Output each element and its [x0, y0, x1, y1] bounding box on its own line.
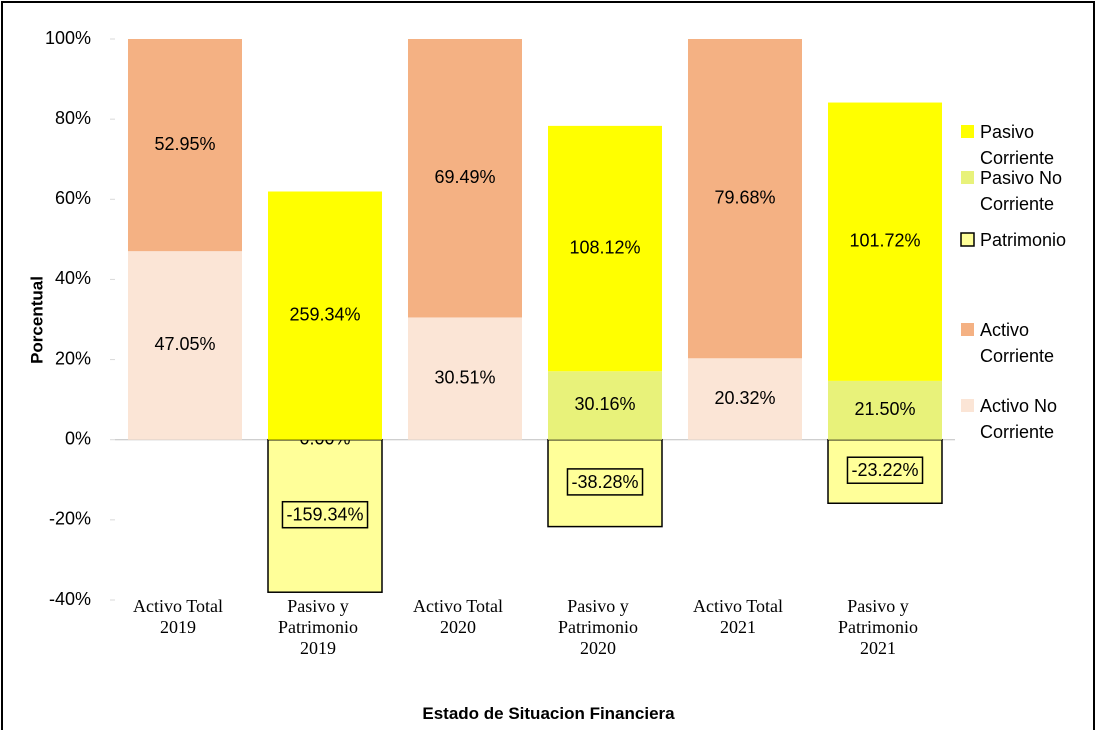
y-tick-label: 80% [55, 108, 91, 128]
data-label: 21.50% [854, 399, 915, 419]
data-label: 52.95% [154, 134, 215, 154]
y-tick-label: 60% [55, 188, 91, 208]
y-tick-label: 0% [65, 428, 91, 448]
data-label: 47.05% [154, 334, 215, 354]
data-label-box [566, 468, 644, 496]
x-axis-title: Estado de Situacion Financiera [422, 704, 675, 723]
bar-segment [688, 39, 802, 359]
bar-segment [408, 317, 522, 440]
y-axis-title: Porcentual [27, 276, 46, 364]
data-label: 108.12% [569, 237, 640, 257]
legend-label: Activo Corriente [980, 320, 1055, 366]
x-tick-label: Activo Total 2021 [693, 596, 783, 637]
x-tick-label: Activo Total 2020 [413, 596, 503, 637]
bar-segment [548, 371, 662, 440]
data-label: -159.34% [286, 505, 363, 525]
data-label-box [846, 456, 924, 484]
bar-segment [408, 39, 522, 318]
bar-segment [267, 438, 383, 593]
x-tick-label: Activo Total 2019 [133, 596, 223, 637]
legend-label: Patrimonio [980, 230, 1067, 250]
y-tick-label: 40% [55, 268, 91, 288]
y-tick-label: 100% [45, 28, 91, 48]
data-label: 79.68% [714, 187, 775, 207]
data-label: 30.16% [574, 394, 635, 414]
legend-swatch [961, 125, 974, 138]
bar-segment [548, 125, 662, 372]
legend-swatch [961, 171, 974, 184]
legend-label: Pasivo Corriente [980, 122, 1055, 168]
x-tick-label: Pasivo y Patrimonio 2020 [558, 596, 638, 658]
data-label: 101.72% [849, 230, 920, 250]
data-label: 30.51% [434, 367, 495, 387]
bar-segment [828, 102, 942, 381]
data-label: -23.22% [851, 460, 918, 480]
data-label: 259.34% [289, 304, 360, 324]
x-tick-label: Pasivo y Patrimonio 2019 [278, 596, 358, 658]
data-label-box [281, 500, 369, 529]
y-tick-label: -20% [49, 509, 91, 529]
y-tick-label: 20% [55, 348, 91, 368]
legend-swatch [960, 232, 975, 247]
x-tick-label: Pasivo y Patrimonio 2021 [838, 596, 918, 658]
legend-swatch [961, 323, 974, 336]
bar-segment [268, 191, 382, 440]
bar-segment [828, 380, 942, 440]
bar-segment [128, 39, 242, 252]
data-label: 20.32% [714, 388, 775, 408]
legend-swatch [961, 399, 974, 412]
y-tick-label: -40% [49, 589, 91, 609]
legend-label: Pasivo No Corriente [980, 168, 1063, 214]
legend-label: Activo No Corriente [980, 396, 1058, 442]
bar-segment [688, 358, 802, 440]
bar-segment [128, 251, 242, 440]
data-label: -38.28% [571, 472, 638, 492]
data-label: 69.49% [434, 167, 495, 187]
